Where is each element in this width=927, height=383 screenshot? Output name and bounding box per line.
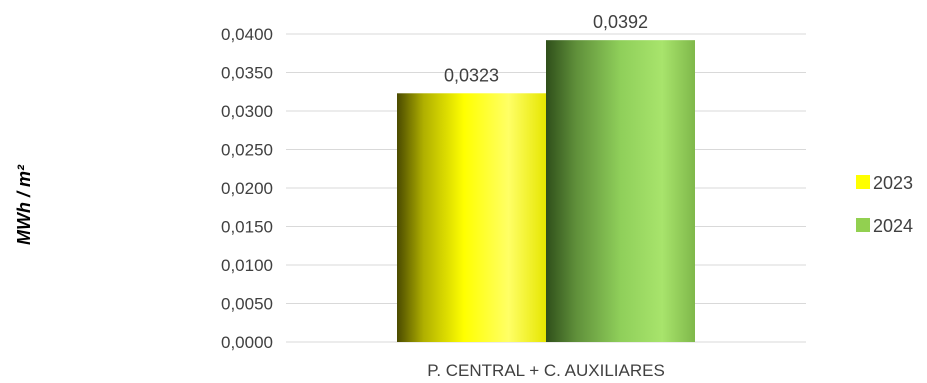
bar-2023 xyxy=(397,93,546,342)
y-tick-label: 0,0250 xyxy=(221,141,273,160)
legend: 2023 2024 xyxy=(856,173,913,236)
legend-label-2023: 2023 xyxy=(873,173,913,193)
y-tick-label: 0,0300 xyxy=(221,102,273,121)
data-label-2023: 0,0323 xyxy=(444,65,499,85)
data-label-2024: 0,0392 xyxy=(593,12,648,32)
data-labels: 0,0323 0,0392 xyxy=(444,12,648,85)
y-axis-ticks: 0,0000 0,0050 0,0100 0,0150 0,0200 0,0250 0,03… xyxy=(221,25,273,352)
bar-2024 xyxy=(546,40,695,342)
y-tick-label: 0,0100 xyxy=(221,256,273,275)
y-axis-label: MWh / m² xyxy=(14,164,34,245)
x-category-label: P. CENTRAL + C. AUXILIARES xyxy=(427,361,665,380)
y-tick-label: 0,0400 xyxy=(221,25,273,44)
legend-label-2024: 2024 xyxy=(873,216,913,236)
y-tick-label: 0,0200 xyxy=(221,179,273,198)
legend-swatch-2023 xyxy=(856,175,870,189)
y-tick-label: 0,0350 xyxy=(221,64,273,83)
y-tick-label: 0,0000 xyxy=(221,333,273,352)
legend-swatch-2024 xyxy=(856,218,870,232)
y-tick-label: 0,0050 xyxy=(221,295,273,314)
y-tick-label: 0,0150 xyxy=(221,218,273,237)
bars xyxy=(397,40,695,342)
